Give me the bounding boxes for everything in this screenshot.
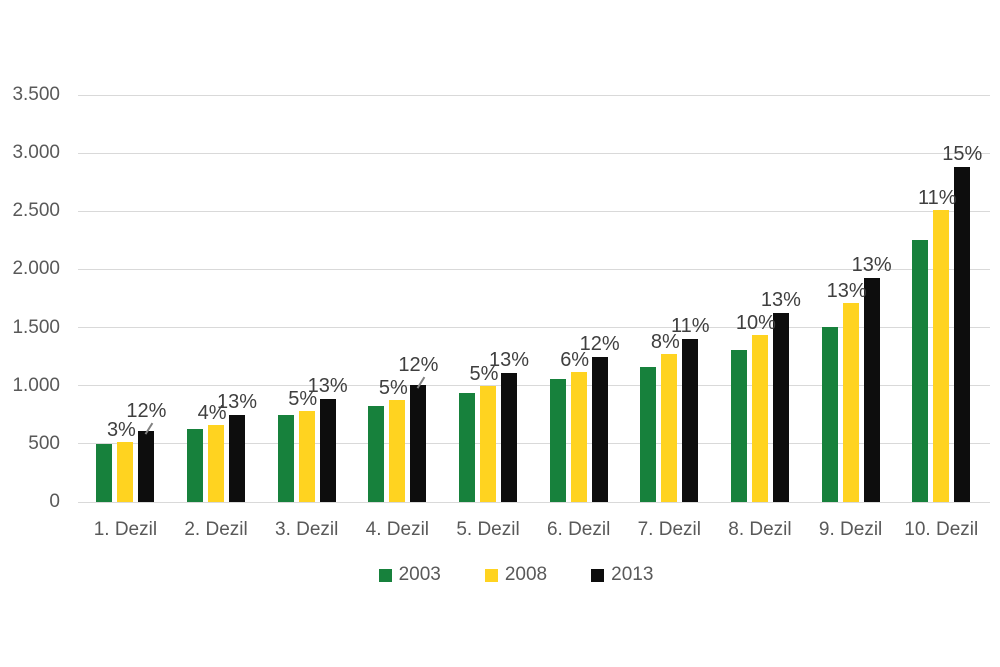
bar-2008-3-dezil bbox=[298, 410, 315, 502]
bar-2013-5-dezil bbox=[501, 372, 517, 502]
data-label-2008: 4% bbox=[197, 402, 227, 425]
bar-2008-5-dezil bbox=[480, 385, 496, 502]
x-axis-category-label: 3. Dezil bbox=[275, 519, 339, 540]
data-label-2013: 12% bbox=[579, 332, 620, 355]
y-axis-tick-label: 3.500 bbox=[12, 84, 60, 105]
data-label-2008: 5% bbox=[378, 377, 408, 400]
bar-2003-4-dezil bbox=[368, 405, 385, 502]
bar-2008-6-dezil bbox=[570, 372, 587, 502]
y-axis-tick-label: 1.500 bbox=[12, 316, 60, 338]
gridline bbox=[78, 210, 990, 212]
data-label-2013: 12% bbox=[398, 353, 439, 376]
data-label-2008: 5% bbox=[469, 362, 499, 385]
bar-2013-2-dezil bbox=[229, 415, 246, 502]
bar-2013-6-dezil bbox=[591, 356, 608, 502]
bar-2003-5-dezil bbox=[459, 392, 475, 502]
legend-item-2013: 2013 bbox=[591, 564, 653, 586]
data-label-2008: 10% bbox=[735, 312, 776, 335]
x-axis-category-label: 10. Dezil bbox=[904, 519, 979, 540]
legend-swatch-icon bbox=[591, 568, 605, 582]
gridline bbox=[78, 501, 990, 503]
bar-2013-7-dezil bbox=[682, 338, 699, 502]
gridline bbox=[78, 268, 990, 270]
legend-label: 2003 bbox=[398, 564, 441, 585]
bar-2003-1-dezil bbox=[96, 443, 113, 502]
y-axis-tick-label: 3.000 bbox=[12, 142, 60, 164]
legend: 2003 2008 2013 bbox=[16, 564, 1000, 586]
bar-2008-2-dezil bbox=[208, 425, 225, 502]
bar-2008-10-dezil bbox=[933, 210, 950, 502]
y-axis-tick-label: 1.000 bbox=[12, 374, 60, 396]
gridline bbox=[78, 152, 990, 154]
gridline bbox=[78, 385, 990, 387]
data-label-2013: 13% bbox=[851, 254, 892, 277]
legend-swatch-icon bbox=[378, 568, 392, 582]
data-label-2008: 5% bbox=[288, 387, 318, 410]
gridline bbox=[78, 94, 990, 96]
bar-2008-9-dezil bbox=[842, 303, 859, 502]
x-axis-category-label: 8. Dezil bbox=[728, 519, 792, 540]
bar-2013-3-dezil bbox=[319, 399, 336, 502]
x-axis-category-label: 9. Dezil bbox=[818, 519, 883, 540]
data-label-2008: 8% bbox=[650, 331, 680, 354]
gridline bbox=[78, 327, 990, 329]
bar-2013-4-dezil bbox=[410, 384, 427, 502]
x-axis-category-label: 7. Dezil bbox=[637, 519, 701, 540]
bar-2013-10-dezil bbox=[954, 167, 971, 502]
data-label-2008: 13% bbox=[826, 280, 867, 303]
legend-swatch-icon bbox=[484, 568, 498, 582]
data-label-2008: 11% bbox=[917, 187, 957, 210]
bar-2013-1-dezil bbox=[138, 431, 155, 502]
legend-label: 2008 bbox=[504, 564, 548, 585]
data-label-2013: 12% bbox=[126, 400, 167, 423]
data-label-2008: 3% bbox=[106, 419, 136, 442]
x-axis-category-label: 6. Dezil bbox=[546, 519, 611, 540]
data-label-2008: 6% bbox=[560, 349, 590, 372]
bar-2013-8-dezil bbox=[772, 313, 789, 502]
x-axis-category-label: 5. Dezil bbox=[456, 519, 520, 540]
data-label-2013: 15% bbox=[942, 143, 983, 166]
bar-2003-6-dezil bbox=[549, 379, 566, 502]
x-axis-category-label: 2. Dezil bbox=[184, 519, 248, 540]
bar-2008-7-dezil bbox=[661, 354, 678, 502]
bar-2003-3-dezil bbox=[277, 415, 294, 502]
bar-2003-8-dezil bbox=[730, 350, 747, 502]
bar-2008-8-dezil bbox=[751, 335, 768, 502]
data-label-2013: 13% bbox=[307, 375, 348, 398]
bar-2013-9-dezil bbox=[863, 278, 880, 502]
legend-item-2008: 2008 bbox=[484, 564, 548, 586]
legend-item-2003: 2003 bbox=[378, 564, 441, 586]
data-label-2013: 11% bbox=[671, 314, 710, 337]
y-axis-tick-label: 2.500 bbox=[12, 200, 60, 222]
data-label-2013: 13% bbox=[760, 289, 801, 312]
y-axis-tick-label: 500 bbox=[28, 432, 60, 454]
bar-2008-1-dezil bbox=[117, 442, 134, 502]
bar-2003-7-dezil bbox=[640, 367, 657, 502]
bar-2008-4-dezil bbox=[389, 400, 406, 502]
y-axis-tick-label: 2.000 bbox=[12, 258, 60, 280]
plot-area: 3% 12% 4% 13% 5% 13% 5% 12% 5% 13% 6% 12% 8% 11% 10% 13… bbox=[78, 94, 990, 503]
y-axis-tick-label: 0 bbox=[49, 491, 60, 512]
x-axis-category-label: 4. Dezil bbox=[365, 519, 430, 540]
data-label-2013: 13% bbox=[217, 391, 258, 414]
bar-2003-10-dezil bbox=[912, 240, 929, 502]
legend-label: 2013 bbox=[611, 564, 654, 585]
bar-2003-9-dezil bbox=[821, 327, 838, 502]
bar-2003-2-dezil bbox=[187, 429, 204, 502]
x-axis-category-label: 1. Dezil bbox=[93, 519, 158, 540]
data-label-2013: 13% bbox=[488, 348, 530, 371]
gridline bbox=[78, 443, 990, 445]
